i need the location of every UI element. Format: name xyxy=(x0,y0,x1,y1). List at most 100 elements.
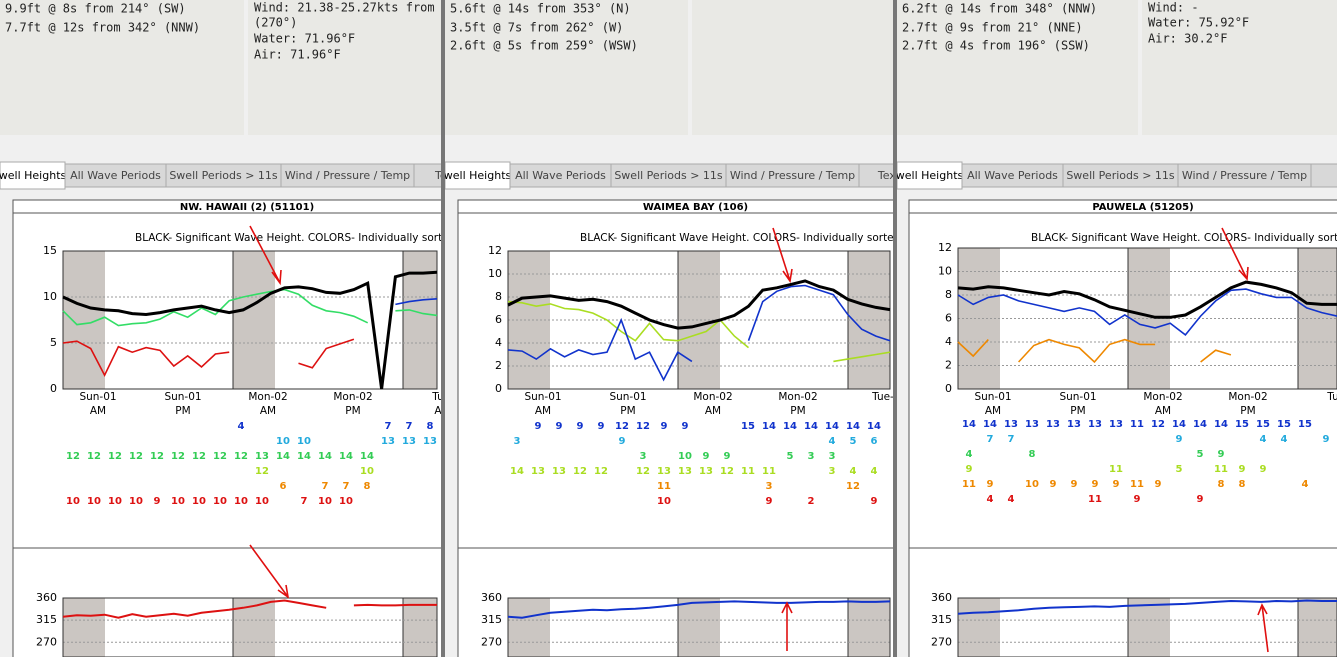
swell-period: 13 xyxy=(1109,419,1123,430)
swell-period: 13 xyxy=(1088,419,1102,430)
swell-period: 7 xyxy=(385,421,392,432)
swell-period: 8 xyxy=(1218,479,1225,490)
x-tick-label: Sun-01 xyxy=(609,391,646,403)
series-line xyxy=(62,270,438,390)
chart-title: NW. HAWAII (2) (51101) xyxy=(180,202,314,213)
tab-label: All Wave Periods xyxy=(70,169,161,182)
panel-divider xyxy=(893,0,897,657)
swell-period: 10 xyxy=(339,496,353,507)
swell-period: 14 xyxy=(762,421,776,432)
tab[interactable] xyxy=(858,163,919,188)
swell-period: 7 xyxy=(322,481,329,492)
tab[interactable] xyxy=(897,161,963,190)
series-line xyxy=(395,298,438,306)
swell-period: 14 xyxy=(783,421,797,432)
swell-period: 4 xyxy=(1302,479,1309,490)
x-tick-label: Sun-01 xyxy=(974,391,1011,403)
swell-period: 14 xyxy=(1172,419,1186,430)
y-tick-label: 6 xyxy=(495,313,502,326)
swell-period: 9 xyxy=(1134,494,1141,505)
series-line xyxy=(957,280,1337,319)
swell-period: 14 xyxy=(846,421,860,432)
y-tick-label: 360 xyxy=(36,591,57,604)
swell-period: 4 xyxy=(871,466,878,477)
swell-period: 11 xyxy=(1214,464,1228,475)
x-tick-label: Mon-02 xyxy=(1143,391,1182,403)
x-tick-sublabel: PM xyxy=(620,405,635,417)
plot-border xyxy=(507,597,891,657)
swell-period: 8 xyxy=(1029,449,1036,460)
y-tick-label: 315 xyxy=(36,613,57,626)
tab-label: well Heights xyxy=(444,169,512,182)
swell-period: 12 xyxy=(573,466,587,477)
conditions-line: Wind: - xyxy=(1148,1,1199,15)
buoy-panel: 9.9ft @ 8s from 214° (SW) 7.7ft @ 12s fro… xyxy=(0,0,474,657)
swell-period: 9 xyxy=(577,421,584,432)
swell-period: 14 xyxy=(360,451,374,462)
swell-period: 12 xyxy=(255,466,269,477)
swell-box xyxy=(897,0,1138,135)
red-arrow xyxy=(249,544,290,599)
swell-period: 15 xyxy=(1298,419,1312,430)
x-tick-label: Tu xyxy=(431,391,443,403)
x-tick-sublabel: AM xyxy=(535,405,551,417)
swell-period: 10 xyxy=(87,496,101,507)
swell-period: 14 xyxy=(297,451,311,462)
y-tick-label: 270 xyxy=(36,635,57,648)
swell-period: 13 xyxy=(1046,419,1060,430)
swell-box xyxy=(445,0,688,135)
swell-period: 6 xyxy=(280,481,287,492)
y-tick-label: 4 xyxy=(945,335,952,348)
swell-period: 10 xyxy=(678,451,692,462)
x-tick-sublabel: AM xyxy=(90,405,106,417)
y-tick-label: 0 xyxy=(945,382,952,395)
swell-period: 13 xyxy=(381,436,395,447)
tab-label: All Wave Periods xyxy=(967,169,1058,182)
swell-period: 14 xyxy=(1214,419,1228,430)
red-arrow xyxy=(1221,227,1249,281)
x-tick-sublabel: PM xyxy=(1240,405,1255,417)
swell-period: 9 xyxy=(1218,449,1225,460)
swell-period: 9 xyxy=(154,496,161,507)
y-tick-label: 6 xyxy=(945,312,952,325)
night-band xyxy=(848,598,890,657)
swell-period: 7 xyxy=(406,421,413,432)
y-tick-label: 270 xyxy=(481,635,502,648)
y-tick-label: 315 xyxy=(481,613,502,626)
swell-line: 5.6ft @ 14s from 353° (N) xyxy=(450,2,631,16)
swell-period: 11 xyxy=(1088,494,1102,505)
red-arrow xyxy=(772,227,793,284)
swell-period: 8 xyxy=(364,481,371,492)
conditions-box xyxy=(692,0,893,135)
swell-period: 12 xyxy=(1151,419,1165,430)
swell-period: 15 xyxy=(1235,419,1249,430)
swell-period: 9 xyxy=(1071,479,1078,490)
swell-period: 10 xyxy=(1025,479,1039,490)
swell-line: 6.2ft @ 14s from 348° (NNW) xyxy=(902,2,1097,16)
y-tick-label: 12 xyxy=(938,241,952,254)
swell-period: 3 xyxy=(766,481,773,492)
tab-label: well Heights xyxy=(0,169,67,182)
swell-period: 12 xyxy=(720,466,734,477)
red-arrow xyxy=(781,601,793,651)
tab[interactable] xyxy=(1310,163,1337,188)
swell-period: 9 xyxy=(598,421,605,432)
x-tick-label: Sun-01 xyxy=(164,391,201,403)
y-tick-label: 2 xyxy=(945,359,952,372)
swell-period: 4 xyxy=(1260,434,1267,445)
swell-period: 12 xyxy=(171,451,185,462)
chart-subtitle: BLACK- Significant Wave Height. COLORS- … xyxy=(135,232,455,244)
swell-period: 10 xyxy=(108,496,122,507)
swell-period: 10 xyxy=(171,496,185,507)
swell-period: 8 xyxy=(1239,479,1246,490)
tab[interactable] xyxy=(0,161,66,190)
swell-period: 9 xyxy=(535,421,542,432)
swell-period: 12 xyxy=(636,421,650,432)
swell-period: 11 xyxy=(962,479,976,490)
x-tick-label: Mon-02 xyxy=(778,391,817,403)
y-tick-label: 270 xyxy=(931,635,952,648)
swell-period: 4 xyxy=(1008,494,1015,505)
buoy-panel: 5.6ft @ 14s from 353° (N) 3.5ft @ 7s from… xyxy=(444,0,919,657)
tab[interactable] xyxy=(413,163,474,188)
